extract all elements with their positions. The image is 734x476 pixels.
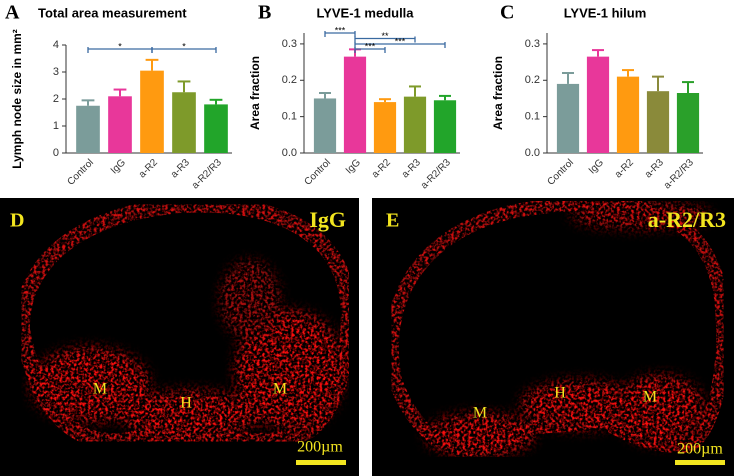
bar <box>403 96 427 153</box>
x-tick-label: a-R3 <box>643 157 666 180</box>
x-tick-label: a-R2/R3 <box>190 157 224 191</box>
bar <box>140 70 164 153</box>
significance-label: ** <box>381 31 389 41</box>
bar <box>76 105 100 153</box>
bar <box>556 83 580 153</box>
bar <box>646 91 670 153</box>
y-axis-label: Area fraction <box>248 56 262 130</box>
y-tick-label: 3 <box>53 66 59 78</box>
bar <box>204 104 228 153</box>
bar <box>313 98 337 153</box>
y-tick-label: 0.3 <box>525 38 540 50</box>
chart-title: LYVE-1 hilum <box>564 5 647 20</box>
tissue-d <box>13 196 357 450</box>
bar <box>172 92 196 153</box>
panel-letter: B <box>258 2 271 24</box>
y-tick-label: 0.3 <box>282 38 297 50</box>
x-tick-label: a-R2 <box>137 157 160 180</box>
y-tick-label: 0.0 <box>282 147 297 159</box>
y-tick-label: 2 <box>53 93 59 105</box>
y-tick-label: 4 <box>53 39 59 51</box>
y-tick-label: 0.2 <box>525 74 540 86</box>
x-tick-label: Control <box>545 157 576 188</box>
significance-label: *** <box>395 36 406 46</box>
panel-letter: C <box>500 2 514 24</box>
region-label: H <box>554 385 566 402</box>
x-tick-label: a-R3 <box>400 157 423 180</box>
scale-bar <box>675 460 725 465</box>
significance-label: * <box>182 41 186 51</box>
panel-letter: E <box>386 210 399 232</box>
x-tick-label: IgG <box>587 157 606 176</box>
tissue-e <box>384 196 731 457</box>
region-label: M <box>93 381 107 398</box>
x-tick-label: Control <box>302 157 333 188</box>
significance-label: *** <box>365 41 376 51</box>
bar <box>108 96 132 153</box>
region-label: M <box>273 381 287 398</box>
region-label: M <box>643 389 657 406</box>
bar <box>586 56 610 153</box>
y-tick-label: 0.1 <box>282 111 297 123</box>
y-axis-label: Area fraction <box>491 56 505 130</box>
panel-letter: A <box>5 2 20 24</box>
x-tick-label: a-R2/R3 <box>419 157 453 191</box>
y-axis-label: Lymph node size in mm² <box>10 29 24 169</box>
x-tick-label: IgG <box>109 157 128 176</box>
y-tick-label: 0.2 <box>282 74 297 86</box>
y-tick-label: 1 <box>53 120 59 132</box>
scale-label: 200µm <box>677 441 723 458</box>
region-label: H <box>180 395 192 412</box>
x-tick-label: IgG <box>344 157 363 176</box>
significance-label: *** <box>335 25 346 35</box>
y-tick-label: 0.1 <box>525 111 540 123</box>
x-tick-label: a-R2/R3 <box>662 157 696 191</box>
chart-title: LYVE-1 medulla <box>316 5 414 20</box>
bar <box>343 56 367 153</box>
x-tick-label: a-R2 <box>613 157 636 180</box>
x-tick-label: a-R2 <box>370 157 393 180</box>
scale-bar <box>296 460 346 465</box>
scale-label: 200µm <box>297 439 343 456</box>
bar <box>676 93 700 153</box>
x-tick-label: Control <box>65 157 96 188</box>
region-label: M <box>473 405 487 422</box>
significance-label: * <box>118 41 122 51</box>
image-label: IgG <box>309 207 346 232</box>
bar <box>433 100 457 153</box>
y-tick-label: 0.0 <box>525 147 540 159</box>
y-tick-label: 0 <box>53 147 59 159</box>
image-label: a-R2/R3 <box>648 207 726 232</box>
bar <box>616 76 640 153</box>
bar <box>373 102 397 153</box>
x-tick-label: a-R3 <box>169 157 192 180</box>
chart-title: Total area measurement <box>38 5 187 20</box>
panel-letter: D <box>10 210 24 232</box>
